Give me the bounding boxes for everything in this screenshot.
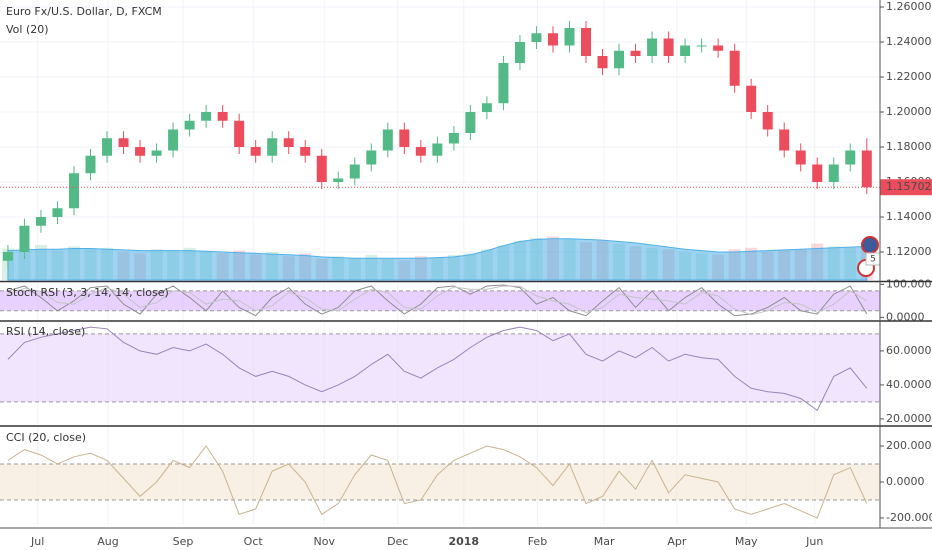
y-tick-label: 200.0000 <box>886 439 932 452</box>
candle-body <box>217 112 228 121</box>
candle-body <box>448 133 459 144</box>
indicator-line <box>7 284 868 317</box>
y-tick-label: 1.20000 <box>886 105 932 118</box>
y-tick-label: 20.0000 <box>886 412 932 425</box>
candle-body <box>663 38 674 56</box>
candle-body <box>102 138 113 156</box>
pane-title: Stoch RSI (3, 3, 14, 14, close) <box>6 286 169 299</box>
candle-body <box>234 120 245 147</box>
y-tick-label: 60.0000 <box>886 344 932 357</box>
candle-body <box>35 217 46 226</box>
y-tick-label: 1.14000 <box>886 210 932 223</box>
x-tick-label: Feb <box>528 535 547 548</box>
candle-body <box>201 112 212 121</box>
y-tick-label: 1.22000 <box>886 70 932 83</box>
candle-body <box>680 45 691 56</box>
indicator-line <box>7 285 868 316</box>
candle-body <box>647 38 658 56</box>
candle-body <box>300 147 311 156</box>
candle-body <box>465 112 476 133</box>
badge-icon <box>861 236 879 254</box>
y-tick-label: 1.18000 <box>886 140 932 153</box>
candle-body <box>713 45 724 51</box>
x-tick-label: 2018 <box>448 535 479 548</box>
x-tick-label: Apr <box>667 535 687 548</box>
y-tick-label: 1.26000 <box>886 0 932 13</box>
candle-body <box>168 129 179 151</box>
candle-body <box>762 112 773 130</box>
candle-body <box>514 42 525 63</box>
x-tick-label: Jul <box>30 535 44 548</box>
candle-body <box>630 50 641 56</box>
candle-body <box>531 33 542 42</box>
x-tick-label: Oct <box>244 535 264 548</box>
band-fill <box>0 333 880 402</box>
candle-body <box>498 63 509 104</box>
pane-title: CCI (20, close) <box>6 431 86 444</box>
band-fill <box>0 290 880 311</box>
x-tick-label: May <box>735 535 758 548</box>
candle-body <box>828 164 839 182</box>
y-tick-label: 0.0000 <box>886 310 925 323</box>
candle-body <box>564 28 575 46</box>
candle-body <box>283 138 294 147</box>
candle-body <box>729 50 740 86</box>
candle-body <box>481 103 492 112</box>
last-price-label: 1.15702 <box>886 180 932 193</box>
candle-body <box>366 150 377 165</box>
volume-ma-area <box>7 238 868 281</box>
candle-body <box>696 45 707 47</box>
y-tick-label: 40.0000 <box>886 378 932 391</box>
candle-body <box>349 164 360 179</box>
band-fill <box>0 463 880 500</box>
candle-body <box>333 178 344 182</box>
candle-body <box>861 150 872 188</box>
candle-body <box>52 208 63 217</box>
candle-body <box>2 252 13 261</box>
candle-body <box>581 28 592 56</box>
candle-body <box>382 129 393 151</box>
candle-body <box>184 120 195 130</box>
x-tick-label: Mar <box>594 535 615 548</box>
last-price-box <box>880 179 932 196</box>
badge-count: 5 <box>870 255 876 265</box>
candle-body <box>267 138 278 156</box>
candle-body <box>614 50 625 69</box>
candle-body <box>68 173 79 209</box>
x-tick-label: Dec <box>387 535 408 548</box>
candle-body <box>779 129 790 151</box>
x-tick-label: Aug <box>97 535 118 548</box>
y-tick-label: -200.0000 <box>886 511 932 524</box>
candle-body <box>812 164 823 182</box>
x-tick-label: Nov <box>313 535 335 548</box>
candle-body <box>746 85 757 112</box>
candle-body <box>432 143 443 156</box>
candle-body <box>250 147 261 156</box>
candle-body <box>135 147 146 156</box>
candle-body <box>19 225 30 252</box>
y-tick-label: 100.0000 <box>886 277 932 290</box>
indicator-line <box>7 445 868 519</box>
candle-body <box>399 129 410 147</box>
candle-body <box>85 155 96 174</box>
indicator-line <box>7 326 868 412</box>
y-tick-label: 1.12000 <box>886 245 932 258</box>
candle-body <box>845 150 856 165</box>
candle-body <box>118 138 129 147</box>
y-tick-label: 1.24000 <box>886 35 932 48</box>
candle-body <box>415 147 426 156</box>
candle-body <box>151 150 162 156</box>
candle-body <box>316 155 327 182</box>
pane-title: RSI (14, close) <box>6 325 85 338</box>
y-tick-label: 0.0000 <box>886 475 925 488</box>
chart-title: Euro Fx/U.S. Dollar, D, FXCM <box>6 5 162 18</box>
x-tick-label: Jun <box>805 535 823 548</box>
candle-body <box>795 150 806 165</box>
x-tick-label: Sep <box>173 535 194 548</box>
candle-body <box>597 56 608 69</box>
volume-title: Vol (20) <box>6 23 49 36</box>
candle-body <box>547 33 558 46</box>
